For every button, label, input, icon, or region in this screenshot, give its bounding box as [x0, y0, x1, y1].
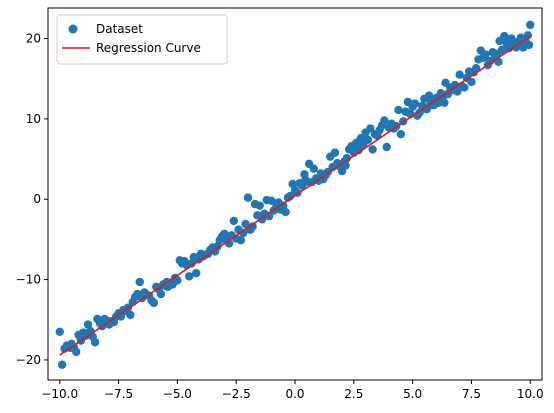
data-point — [481, 50, 490, 59]
x-tick-label: −2.5 — [222, 387, 251, 401]
data-point — [184, 272, 194, 281]
data-point — [241, 219, 250, 229]
data-point — [342, 154, 351, 163]
data-point — [455, 70, 464, 79]
y-axis: −20 −10 0 10 20 — [16, 32, 48, 367]
data-point — [396, 129, 406, 139]
x-tick-label: 5.0 — [403, 387, 422, 401]
data-point — [309, 164, 319, 173]
data-point — [248, 222, 257, 231]
data-point — [366, 124, 375, 133]
data-point — [239, 228, 248, 238]
data-point — [236, 236, 246, 245]
data-point — [434, 98, 443, 108]
data-point — [486, 56, 495, 66]
data-point — [135, 277, 144, 287]
y-tick-label: 10 — [26, 112, 41, 126]
data-point — [229, 216, 239, 226]
data-point — [382, 142, 391, 152]
data-point — [453, 87, 462, 96]
regression-line — [59, 35, 531, 356]
data-point — [301, 175, 310, 185]
data-point — [394, 105, 403, 115]
legend-label-regression: Regression Curve — [96, 41, 201, 55]
data-point — [57, 360, 67, 369]
data-point — [471, 64, 481, 73]
data-point — [380, 116, 389, 125]
x-tick-label: −10.0 — [41, 387, 78, 401]
data-point — [500, 31, 509, 41]
data-point — [55, 327, 64, 336]
data-point — [467, 77, 476, 87]
data-point — [243, 193, 253, 202]
data-point — [526, 20, 535, 30]
data-point — [281, 207, 290, 217]
data-point — [497, 45, 507, 54]
plot-area — [55, 20, 535, 369]
legend-marker-dataset — [68, 24, 78, 34]
data-point — [255, 201, 264, 210]
data-point — [279, 201, 288, 210]
data-point — [450, 80, 460, 90]
legend: Dataset Regression Curve — [56, 14, 228, 65]
data-point — [410, 99, 420, 108]
data-point — [267, 196, 276, 206]
x-tick-label: 0.0 — [285, 387, 304, 401]
data-point — [523, 31, 533, 40]
data-point — [440, 98, 449, 108]
x-tick-label: −5.0 — [163, 387, 192, 401]
data-point — [192, 268, 201, 278]
legend-label-dataset: Dataset — [96, 22, 143, 36]
x-tick-label: −7.5 — [104, 387, 133, 401]
data-point — [156, 289, 166, 299]
data-point — [368, 145, 377, 154]
y-tick-label: 20 — [26, 32, 41, 46]
y-tick-label: 0 — [33, 192, 41, 206]
data-point — [288, 179, 297, 189]
legend-box — [56, 14, 228, 65]
x-axis: −10.0 −7.5 −5.0 −2.5 0.0 2.5 5.0 7.5 10.0 — [41, 380, 544, 401]
data-point — [187, 259, 196, 268]
data-point — [330, 148, 340, 157]
data-point — [126, 310, 135, 320]
data-point — [149, 298, 159, 308]
data-point — [460, 83, 469, 92]
data-point — [354, 146, 363, 155]
x-tick-label: 2.5 — [344, 387, 363, 401]
x-tick-label: 7.5 — [462, 387, 481, 401]
y-tick-label: −20 — [16, 353, 41, 367]
data-point — [173, 276, 182, 285]
y-tick-label: −10 — [16, 273, 41, 287]
data-point — [524, 40, 534, 50]
x-tick-label: 10.0 — [517, 387, 544, 401]
data-point — [90, 338, 100, 347]
data-point — [83, 320, 93, 329]
data-point — [72, 347, 81, 357]
data-point — [356, 133, 366, 143]
data-point — [363, 135, 373, 144]
